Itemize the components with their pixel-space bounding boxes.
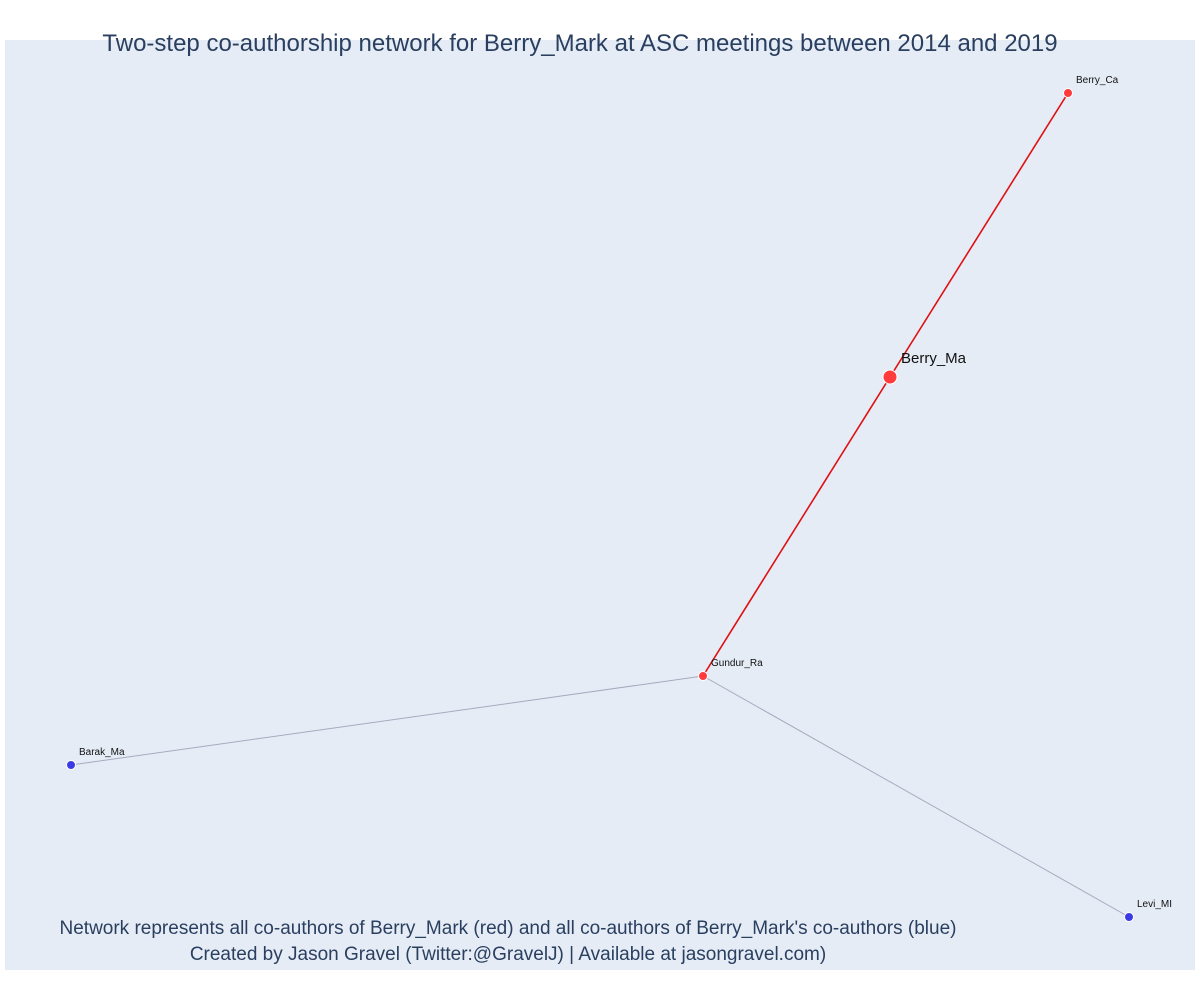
node-levi_mi[interactable] bbox=[1124, 912, 1134, 922]
node-label-levi_mi: Levi_MI bbox=[1137, 899, 1172, 910]
caption-line-1: Network represents all co-authors of Ber… bbox=[59, 918, 957, 939]
plot-area bbox=[5, 40, 1195, 970]
node-berry_ca[interactable] bbox=[1063, 88, 1073, 98]
edge-berry_ma-berry_ca bbox=[889, 92, 1069, 378]
edges-layer bbox=[70, 92, 1130, 918]
edge-berry_ma-gundur_ra bbox=[702, 376, 891, 677]
node-label-berry_ca: Berry_Ca bbox=[1076, 75, 1119, 86]
chart-title: Two-step co-authorship network for Berry… bbox=[102, 30, 1058, 57]
edge-gundur_ra-levi_mi bbox=[702, 675, 1130, 918]
edge-gundur_ra-barak_ma bbox=[70, 675, 704, 766]
node-berry_ma[interactable] bbox=[882, 369, 898, 385]
node-label-berry_ma: Berry_Ma bbox=[901, 350, 967, 367]
node-label-barak_ma: Barak_Ma bbox=[79, 747, 125, 758]
labels-layer: Berry_Ma Berry_Ca Gundur_Ra Barak_Ma Levi_MI bbox=[79, 75, 1172, 910]
node-barak_ma[interactable] bbox=[66, 760, 76, 770]
nodes-layer bbox=[66, 88, 1134, 922]
node-label-gundur_ra: Gundur_Ra bbox=[711, 658, 763, 669]
node-gundur_ra[interactable] bbox=[698, 671, 708, 681]
caption-line-2: Created by Jason Gravel (Twitter:@Gravel… bbox=[189, 944, 827, 965]
